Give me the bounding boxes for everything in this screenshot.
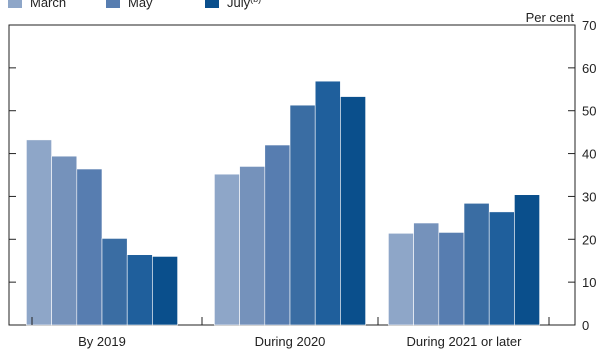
- legend-swatch: [205, 0, 219, 8]
- legend: March May July(b): [8, 0, 261, 10]
- y-tick-label: 20: [582, 232, 596, 247]
- bar: [438, 232, 465, 326]
- y-tick-label: 50: [582, 104, 596, 119]
- bar: [239, 166, 266, 326]
- bar: [388, 232, 414, 326]
- legend-label: July(b): [227, 0, 261, 10]
- bar: [264, 144, 291, 326]
- x-category-label: During 2020: [255, 334, 326, 349]
- legend-label: March: [30, 0, 66, 10]
- bar: [76, 168, 103, 326]
- x-axis: By 2019 During 2020 During 2021 or later: [31, 317, 550, 349]
- y-tick-label: 10: [582, 275, 596, 290]
- bar: [488, 211, 515, 326]
- x-category-label: By 2019: [78, 334, 126, 349]
- y-tick-label: 0: [582, 318, 589, 333]
- x-category-label: During 2021 or later: [407, 334, 523, 349]
- bar: [214, 173, 240, 326]
- legend-swatch: [8, 0, 22, 8]
- bar: [514, 194, 540, 326]
- bar: [152, 256, 178, 326]
- bar: [126, 254, 153, 326]
- y-tick-label: 60: [582, 61, 596, 76]
- bar: [289, 104, 316, 326]
- y-tick-label: 70: [582, 18, 596, 33]
- bar: [340, 96, 366, 326]
- bar: [413, 222, 440, 326]
- y-axis: 0 10 20 30 40 50 60 70: [9, 18, 596, 333]
- bar: [101, 238, 128, 326]
- bar: [51, 155, 78, 326]
- y-tick-label: 40: [582, 147, 596, 162]
- bar: [463, 202, 490, 326]
- bars: [26, 80, 540, 326]
- legend-swatch: [106, 0, 120, 8]
- bar: [26, 139, 52, 326]
- y-tick-label: 30: [582, 189, 596, 204]
- y-axis-unit-label: Per cent: [526, 10, 575, 25]
- bar: [314, 80, 341, 326]
- legend-label: May: [128, 0, 153, 10]
